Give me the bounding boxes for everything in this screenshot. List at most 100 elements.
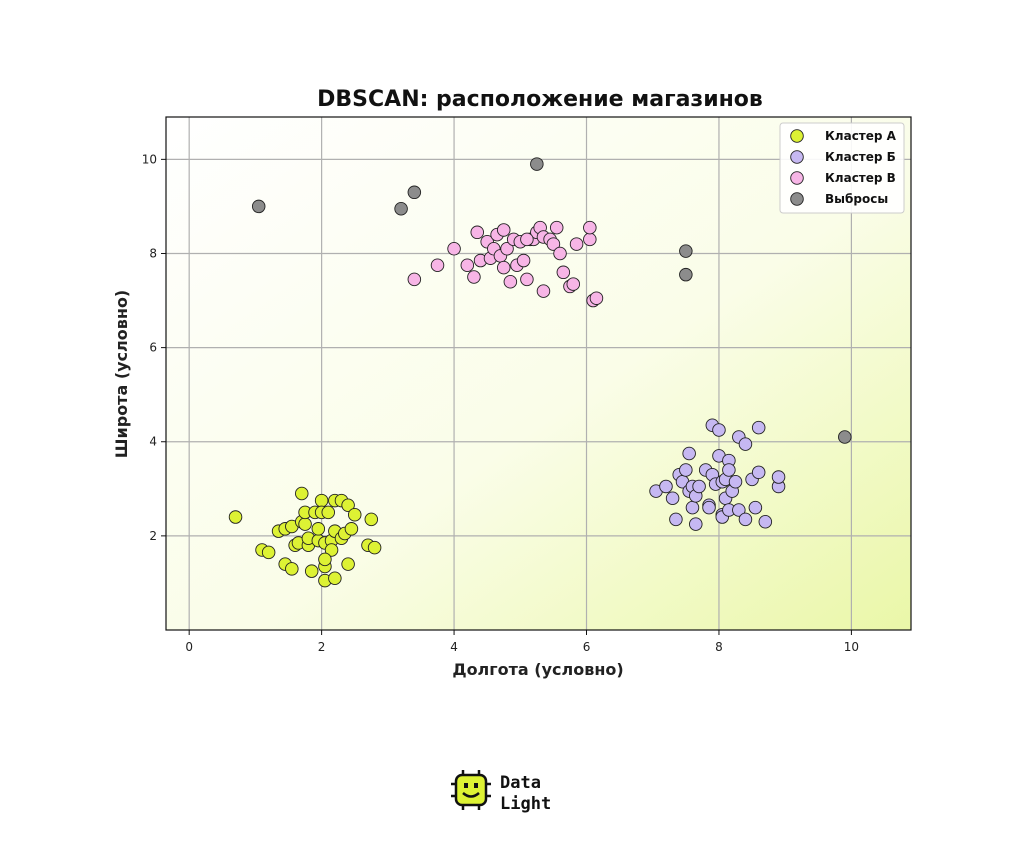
data-point (314, 493, 329, 508)
legend-label: Кластер A (825, 129, 897, 143)
plot-frame (165, 116, 912, 631)
data-point (430, 258, 445, 273)
legend-label: Кластер В (825, 171, 896, 185)
data-point (583, 220, 597, 235)
legend-label: Выбросы (825, 192, 888, 206)
y-tick-label: 4 (149, 435, 157, 449)
y-tick-label: 6 (149, 341, 157, 355)
data-point (732, 503, 746, 517)
data-point (751, 465, 766, 480)
data-point (460, 258, 475, 273)
data-point (685, 500, 700, 515)
data-point (496, 260, 511, 275)
data-point (318, 552, 332, 567)
scatter-chart: DBSCAN: расположение магазинов 0 2 4 6 8 10 2 4… (112, 87, 912, 679)
chart-title: DBSCAN: расположение магазинов (317, 87, 763, 112)
data-point (659, 479, 673, 494)
data-point (566, 277, 581, 291)
y-tick-label: 10 (142, 152, 157, 166)
data-point (341, 498, 355, 513)
data-point (556, 265, 571, 280)
data-points (228, 157, 852, 588)
data-point (748, 500, 763, 515)
data-point (838, 430, 852, 444)
legend-marker (790, 129, 804, 143)
y-tick-label: 2 (149, 529, 157, 543)
data-point (298, 517, 312, 531)
data-point (467, 270, 481, 284)
data-point (321, 505, 335, 520)
y-axis-label: Широта (условно) (112, 290, 131, 458)
legend-box (779, 122, 905, 214)
logo-line2: Light (500, 794, 551, 814)
data-point (304, 564, 319, 578)
logo-line1: Data (500, 773, 541, 793)
data-point (583, 232, 597, 247)
data-point (407, 185, 422, 200)
data-point (728, 474, 743, 489)
axis-ticks: 0 2 4 6 8 10 2 4 6 8 10 (142, 152, 859, 654)
legend-label: Кластер Б (825, 150, 896, 164)
data-point (394, 202, 408, 216)
data-point (589, 291, 604, 305)
data-point (251, 199, 266, 214)
data-point (682, 446, 696, 461)
data-point (328, 571, 342, 585)
data-point (536, 284, 551, 298)
legend-marker (790, 150, 804, 164)
data-point (771, 470, 786, 484)
data-point (470, 225, 484, 240)
data-point (341, 557, 355, 571)
data-point (347, 507, 362, 522)
legend: Кластер A Кластер Б Кластер В Выбросы (779, 122, 905, 214)
data-point (751, 420, 766, 435)
x-tick-label: 8 (715, 640, 723, 654)
data-point (738, 512, 753, 527)
data-point (679, 244, 693, 258)
data-point (546, 237, 561, 251)
data-point (496, 223, 511, 237)
data-point (679, 267, 693, 282)
data-point (520, 232, 534, 247)
robot-icon (451, 770, 491, 810)
data-point (324, 543, 339, 557)
data-point (364, 512, 379, 527)
x-tick-label: 2 (318, 640, 326, 654)
data-light-logo: Data Light (451, 770, 551, 814)
y-tick-label: 8 (149, 246, 157, 260)
data-point (738, 437, 753, 451)
data-point (569, 237, 584, 251)
data-point (261, 545, 276, 560)
data-point (679, 463, 693, 477)
data-point (553, 246, 567, 261)
legend-marker (790, 171, 804, 185)
data-point (311, 522, 326, 536)
data-point (665, 491, 680, 505)
data-point (712, 423, 726, 437)
data-point (503, 274, 518, 289)
x-tick-label: 6 (583, 640, 591, 654)
data-point (516, 253, 531, 268)
data-point (295, 486, 309, 501)
data-point (344, 522, 359, 536)
data-point (702, 500, 716, 515)
data-point (758, 515, 773, 529)
x-tick-label: 0 (185, 640, 193, 654)
legend-marker (790, 192, 804, 206)
data-point (228, 510, 243, 524)
data-point (520, 272, 534, 287)
data-point (407, 272, 422, 287)
data-point (669, 512, 683, 527)
data-point (447, 242, 461, 256)
data-point (689, 517, 703, 531)
data-point (692, 479, 706, 494)
data-point (285, 562, 299, 576)
x-tick-label: 10 (844, 640, 859, 654)
data-point (500, 242, 514, 256)
data-point (722, 463, 736, 477)
data-point (549, 220, 564, 235)
data-point (530, 157, 544, 171)
data-point (367, 540, 382, 555)
x-axis-label: Долгота (условно) (452, 660, 623, 679)
x-tick-label: 4 (450, 640, 458, 654)
